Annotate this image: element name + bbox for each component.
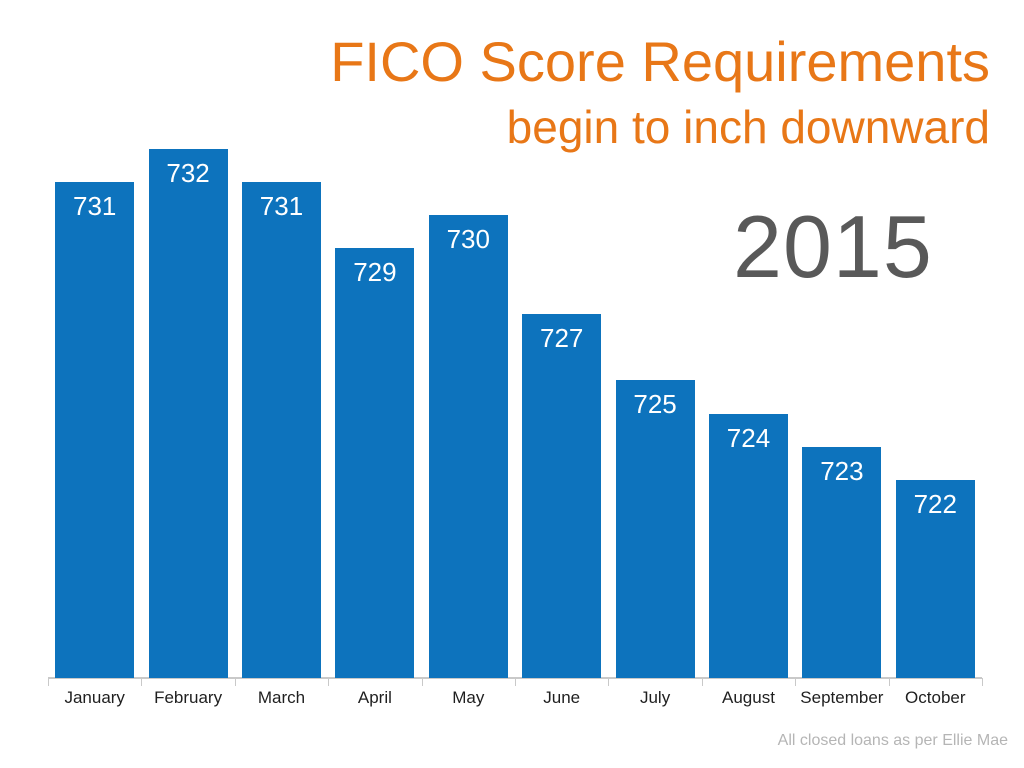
- bar-july: 725: [615, 380, 695, 678]
- bar-value-label: 722: [913, 489, 957, 519]
- bar-value-label: 725: [633, 389, 677, 419]
- bar-value-label: 732: [166, 158, 210, 188]
- bar-june: 727: [522, 314, 602, 678]
- x-axis-tick: [889, 678, 890, 686]
- bar-value-label: 729: [353, 257, 397, 287]
- bar-value-label: 724: [726, 423, 771, 453]
- x-axis-label-may: May: [452, 688, 485, 707]
- bar-april: 729: [335, 248, 415, 678]
- x-axis-tick: [48, 678, 49, 686]
- bar-value-label: 723: [820, 456, 864, 486]
- x-axis-label-august: August: [722, 688, 775, 707]
- x-axis-tick: [982, 678, 983, 686]
- bar-february: 732: [148, 149, 228, 678]
- x-axis-tick: [422, 678, 423, 686]
- source-note: All closed loans as per Ellie Mae: [777, 732, 1008, 749]
- x-axis-label-september: September: [800, 688, 884, 707]
- bar-october: 722: [895, 480, 975, 678]
- bar-may: 730: [428, 215, 508, 678]
- bar-september: 723: [802, 447, 882, 678]
- x-axis-label-february: February: [154, 688, 223, 707]
- x-axis-tick: [141, 678, 142, 686]
- x-axis-label-june: June: [543, 688, 581, 707]
- x-axis-label-october: October: [905, 688, 966, 707]
- bar-value-label: 730: [446, 224, 490, 254]
- chart-title: FICO Score Requirements: [330, 30, 990, 93]
- bar-value-label: 731: [259, 191, 304, 221]
- x-axis-tick: [702, 678, 703, 686]
- x-axis-tick: [328, 678, 329, 686]
- x-axis-tick: [795, 678, 796, 686]
- x-axis-label-july: July: [639, 688, 671, 707]
- x-axis-tick: [608, 678, 609, 686]
- bar-january: 731: [55, 182, 135, 678]
- bar-march: 731: [242, 182, 321, 678]
- bar-value-label: 731: [72, 191, 117, 221]
- x-axis-tick: [515, 678, 516, 686]
- x-axis-tick: [235, 678, 236, 686]
- chart-subtitle: begin to inch downward: [506, 101, 990, 153]
- x-axis-label-march: March: [257, 688, 306, 707]
- bar-august: 724: [709, 414, 788, 678]
- bar-value-label: 727: [539, 323, 584, 353]
- x-axis-label-april: April: [357, 688, 392, 707]
- year-label: 2015: [733, 197, 933, 296]
- x-axis-label-january: January: [64, 688, 125, 707]
- chart-title-block: FICO Score Requirements begin to inch do…: [330, 30, 990, 153]
